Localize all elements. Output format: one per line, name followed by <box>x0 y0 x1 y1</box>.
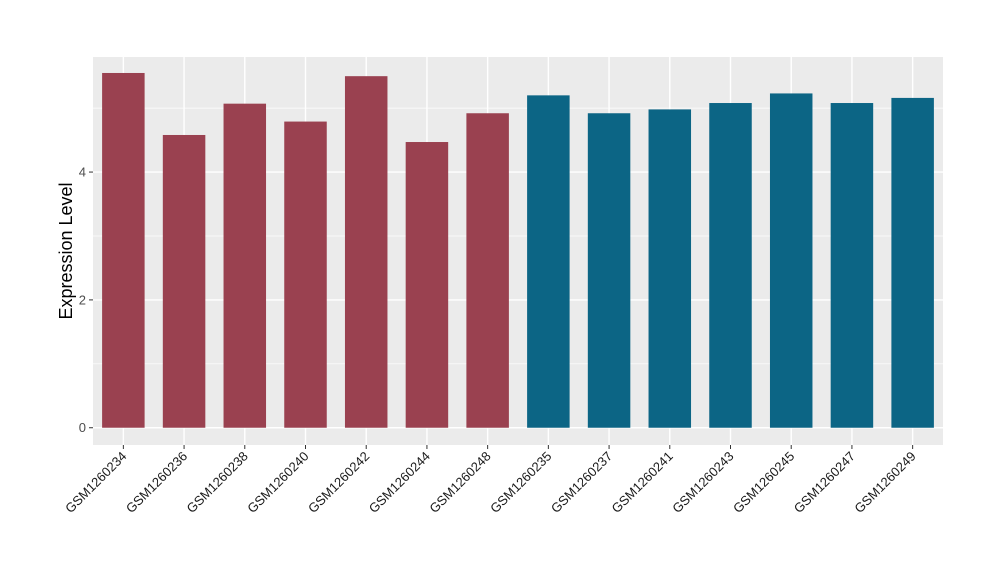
bar-GSM1260249 <box>891 97 934 428</box>
x-tick-label: GSM1260245 <box>730 449 797 516</box>
bar-GSM1260248 <box>466 113 509 428</box>
x-tick-label: GSM1260240 <box>244 449 311 516</box>
bar-GSM1260247 <box>830 103 874 428</box>
bar-GSM1260235 <box>527 95 570 428</box>
x-tick-label: GSM1260241 <box>609 449 676 516</box>
x-tick-label: GSM1260236 <box>123 449 190 516</box>
y-tick-label: 0 <box>79 420 86 435</box>
bar-GSM1260241 <box>648 109 692 428</box>
x-tick-label: GSM1260242 <box>305 449 372 516</box>
x-tick-label: GSM1260235 <box>487 449 554 516</box>
bar-GSM1260245 <box>769 93 813 428</box>
plot-panel <box>93 57 943 445</box>
x-tick-label: GSM1260237 <box>548 449 615 516</box>
bar-GSM1260244 <box>405 142 449 428</box>
x-tick-label: GSM1260244 <box>366 449 433 516</box>
bar-GSM1260243 <box>709 103 752 428</box>
bar-GSM1260234 <box>102 72 145 428</box>
x-tick-label: GSM1260249 <box>851 449 918 516</box>
y-tick-label: 4 <box>79 165 86 180</box>
bar-GSM1260236 <box>162 134 206 428</box>
bar-GSM1260238 <box>223 103 267 428</box>
x-tick-label: GSM1260248 <box>426 449 493 516</box>
x-tick-label: GSM1260234 <box>62 449 129 516</box>
bar-GSM1260242 <box>344 76 388 428</box>
bar-GSM1260240 <box>284 121 327 428</box>
x-tick-label: GSM1260238 <box>184 449 251 516</box>
x-axis: GSM1260234GSM1260236GSM1260238GSM1260240… <box>62 445 919 516</box>
y-axis: 0 2 4 <box>79 165 93 435</box>
bars <box>102 72 934 428</box>
y-tick-label: 2 <box>79 292 86 307</box>
y-axis-label: Expression Level <box>56 182 76 319</box>
x-tick-label: GSM1260243 <box>669 449 736 516</box>
x-tick-label: GSM1260247 <box>791 449 858 516</box>
bar-GSM1260237 <box>587 113 631 428</box>
